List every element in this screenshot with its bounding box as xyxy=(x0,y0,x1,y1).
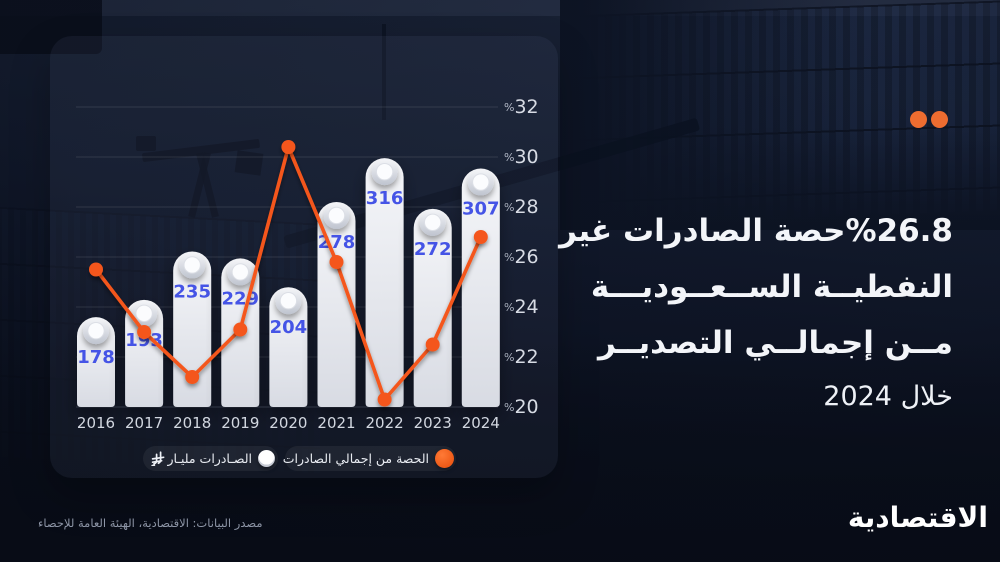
line-point-2016 xyxy=(89,262,103,277)
bar-value-label: 204 xyxy=(270,317,308,338)
x-axis-label: 2021 xyxy=(317,414,355,432)
bar-2022 xyxy=(365,158,404,407)
y-axis-tick: %26 xyxy=(504,246,539,268)
legend-item-exports: الصـادرات مليـار xyxy=(143,446,278,471)
legend-share-label: الحصة من إجمالي الصادرات xyxy=(282,451,429,466)
line-point-2022 xyxy=(377,392,392,407)
legend-exports-label: الصـادرات مليـار xyxy=(167,451,252,466)
y-axis-tick: %24 xyxy=(504,296,539,318)
x-axis-label: 2022 xyxy=(366,414,404,432)
bar-value-label: 193 xyxy=(125,330,163,351)
bar-value-label: 229 xyxy=(222,288,260,309)
bar-2021 xyxy=(317,201,356,407)
bar-value-label: 178 xyxy=(77,347,115,368)
line-point-2017 xyxy=(137,325,152,339)
y-axis-tick: %22 xyxy=(504,346,539,368)
bar-pin-ball xyxy=(467,169,494,196)
headline-line2: النفطيــة الســعــوديـــة xyxy=(590,269,953,305)
line-point-2021 xyxy=(329,255,344,269)
brand-dot-icon xyxy=(910,111,927,128)
headline-line1: %26.8حصة الصادرات غير xyxy=(559,213,953,249)
bar-pin-ball xyxy=(275,288,302,315)
x-axis-label: 2019 xyxy=(221,414,259,432)
line-point-2023 xyxy=(425,337,440,352)
bar-value-label: 235 xyxy=(173,281,211,302)
bar-pin-ball xyxy=(131,300,158,327)
bar-pin-ball xyxy=(179,252,206,279)
line-point-2019 xyxy=(233,322,248,337)
bar-value-label: 307 xyxy=(462,199,500,220)
line-point-2018 xyxy=(185,370,200,384)
x-axis-label: 2018 xyxy=(173,414,211,432)
headline-line3: مــن إجمالــي التصديــر xyxy=(598,325,953,361)
brand-dot-icon xyxy=(931,111,948,128)
bar-2024 xyxy=(461,168,500,407)
legend-item-share: الحصة من إجمالي الصادرات xyxy=(282,446,456,471)
headline-line4: خلال 2024 xyxy=(823,381,953,412)
x-axis-label: 2020 xyxy=(269,414,307,432)
x-axis-label: 2024 xyxy=(462,414,500,432)
y-axis-tick: %32 xyxy=(504,96,539,118)
x-axis-label: 2016 xyxy=(77,414,115,432)
line-point-2024 xyxy=(473,230,488,244)
data-source: مصدر البيانات: الاقتصادية، الهيئة العامة… xyxy=(38,516,263,530)
y-axis-tick: %20 xyxy=(504,396,539,418)
saudi-riyal-icon xyxy=(151,451,165,466)
bar-value-label: 272 xyxy=(414,239,452,260)
headline: %26.8حصة الصادرات غير النفطيــة الســعــ… xyxy=(533,203,953,423)
bar-pin-ball xyxy=(371,159,398,186)
brand-dots xyxy=(910,111,948,128)
y-axis-tick: %30 xyxy=(504,146,539,168)
chart-legend: الحصة من إجمالي الصادرات الصـادرات مليـا… xyxy=(143,446,456,471)
publisher-logo: الاقتصادية xyxy=(847,501,989,534)
bar-value-label: 316 xyxy=(366,188,404,209)
line-point-2020 xyxy=(281,140,296,154)
x-axis-label: 2017 xyxy=(125,414,163,432)
bar-pin-ball xyxy=(419,209,446,236)
x-axis-label: 2023 xyxy=(414,414,452,432)
orange-dot-icon xyxy=(435,449,454,468)
bar-pin-ball xyxy=(227,259,254,286)
bar-2017 xyxy=(125,299,164,407)
bar-pin-ball xyxy=(83,318,109,345)
white-ball-icon xyxy=(258,450,275,467)
bar-2020 xyxy=(269,287,308,407)
bar-pin-ball xyxy=(323,202,350,229)
y-axis-tick: %28 xyxy=(504,196,539,218)
